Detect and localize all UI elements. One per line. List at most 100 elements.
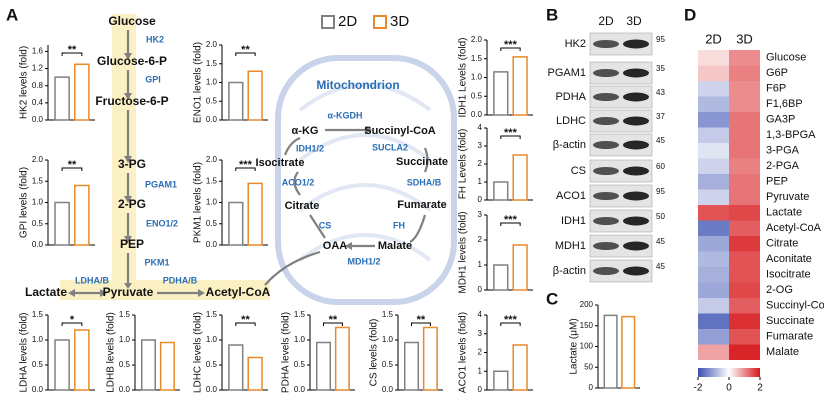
colorbar-tick-label: 2 <box>757 383 763 394</box>
blot-band <box>593 117 619 125</box>
y-tick-label: 1.0 <box>382 335 394 344</box>
heatmap-cell <box>729 50 760 66</box>
y-tick-label: 1.5 <box>32 310 44 319</box>
enzyme: IDH1/2 <box>296 143 324 153</box>
significance-label: *** <box>504 39 518 51</box>
heatmap-cell <box>729 220 760 236</box>
arrow-heads <box>68 53 372 297</box>
bar <box>404 341 419 391</box>
blot-band <box>623 116 649 126</box>
y-tick-label: 1.2 <box>32 64 44 73</box>
metabolite: Isocitrate <box>256 157 305 169</box>
blot-kda: 45 <box>656 136 665 145</box>
enzyme: ACO1/2 <box>282 177 315 187</box>
panel-label: A <box>6 5 18 24</box>
blot-band <box>593 141 619 149</box>
y-tick-label: 0 <box>478 385 483 394</box>
y-tick-label: 2.0 <box>32 155 44 164</box>
blot-kda: 50 <box>656 212 665 221</box>
blot-band <box>593 69 619 77</box>
heatmap-cell <box>698 344 729 360</box>
significance-label: *** <box>504 214 518 226</box>
y-axis-label: HK2 levels (fold) <box>19 46 30 119</box>
y-axis-label: IDH1 Levels (fold) <box>458 37 469 117</box>
enzyme: PGAM1 <box>145 179 177 189</box>
y-axis-label: Lactate (μM) <box>569 318 580 374</box>
metabolite: Glucose-6-P <box>97 54 167 68</box>
significance-bracket <box>500 322 521 326</box>
blot-label: PDHA <box>555 91 586 103</box>
y-tick-label: 3 <box>478 210 483 219</box>
metabolite: Lactate <box>25 285 67 299</box>
blot-band <box>593 242 619 250</box>
metabolite: Citrate <box>285 200 320 212</box>
bar <box>334 326 350 391</box>
significance-bracket <box>323 322 343 326</box>
heatmap-cell <box>729 81 760 97</box>
y-tick-label: 0.0 <box>32 240 44 249</box>
y-tick-label: 1.5 <box>294 310 306 319</box>
bar <box>159 341 175 391</box>
colorbar <box>698 368 760 377</box>
y-axis-label: ACO1 levels (fold) <box>458 312 469 393</box>
bar <box>512 344 528 391</box>
y-tick-label: 0 <box>589 383 594 392</box>
y-tick-label: 1.0 <box>206 198 218 207</box>
heatmap-cell <box>698 298 729 314</box>
metabolite: Glucose <box>108 14 156 28</box>
heatmap-cell <box>698 65 729 81</box>
y-tick-label: 0.0 <box>32 115 44 124</box>
blot-band <box>623 140 649 150</box>
heatmap-cell <box>729 143 760 159</box>
y-tick-label: 1.6 <box>32 47 44 56</box>
y-tick-label: 0.5 <box>471 91 483 100</box>
blot-kda: 95 <box>656 35 665 44</box>
y-tick-label: 1.5 <box>206 59 218 68</box>
heatmap-cell <box>729 329 760 345</box>
blot-label: β-actin <box>553 139 586 151</box>
blot-band <box>593 217 619 225</box>
heatmap-row-label: GA3P <box>766 114 795 126</box>
y-tick-label: 1.5 <box>119 310 131 319</box>
heatmap-row-label: 1,3-BPGA <box>766 129 816 141</box>
y-tick-label: 1.0 <box>32 335 44 344</box>
y-tick-label: 0.0 <box>206 240 218 249</box>
heatmap-cell <box>729 205 760 221</box>
heatmap-row-label: 2-PGA <box>766 160 800 172</box>
bar <box>247 70 263 121</box>
heatmap-row-label: PEP <box>766 176 788 188</box>
heatmap-row-label: 2-OG <box>766 284 793 296</box>
y-axis-label: ENO1 levels (fold) <box>193 42 204 123</box>
heatmap-cell <box>698 189 729 205</box>
heatmap-column: 3D <box>736 31 753 46</box>
glycolysis-band <box>112 14 136 300</box>
blot-kda: 45 <box>656 262 665 271</box>
y-tick-label: 4 <box>478 310 483 319</box>
y-tick-label: 0.0 <box>294 385 306 394</box>
heatmap-cell <box>698 267 729 283</box>
bar <box>316 341 331 391</box>
heatmap-cell <box>729 236 760 252</box>
y-axis-label: CS levels (fold) <box>369 319 380 387</box>
blot-label: MDH1 <box>555 240 586 252</box>
y-axis-label: PKM1 levels (fold) <box>193 162 204 243</box>
significance-label: ** <box>241 314 250 326</box>
bar <box>512 154 528 201</box>
heatmap-cell <box>698 127 729 143</box>
blot-band <box>593 192 619 200</box>
y-tick-label: 3 <box>478 329 483 338</box>
significance-label: * <box>70 314 75 326</box>
blot-panel <box>589 61 653 85</box>
bar <box>493 370 509 391</box>
blot-label: β-actin <box>553 265 586 277</box>
heatmap-row-label: Fumarate <box>766 331 813 343</box>
metabolite: 2-PG <box>118 197 146 211</box>
y-tick-label: 0.5 <box>294 360 306 369</box>
blot-panel <box>589 184 653 208</box>
y-tick-label: 0 <box>478 195 483 204</box>
enzyme: GPI <box>145 74 161 84</box>
blot-band <box>623 266 649 276</box>
significance-label: *** <box>504 314 518 326</box>
heatmap-cell <box>729 282 760 298</box>
y-tick-label: 1.5 <box>382 310 394 319</box>
